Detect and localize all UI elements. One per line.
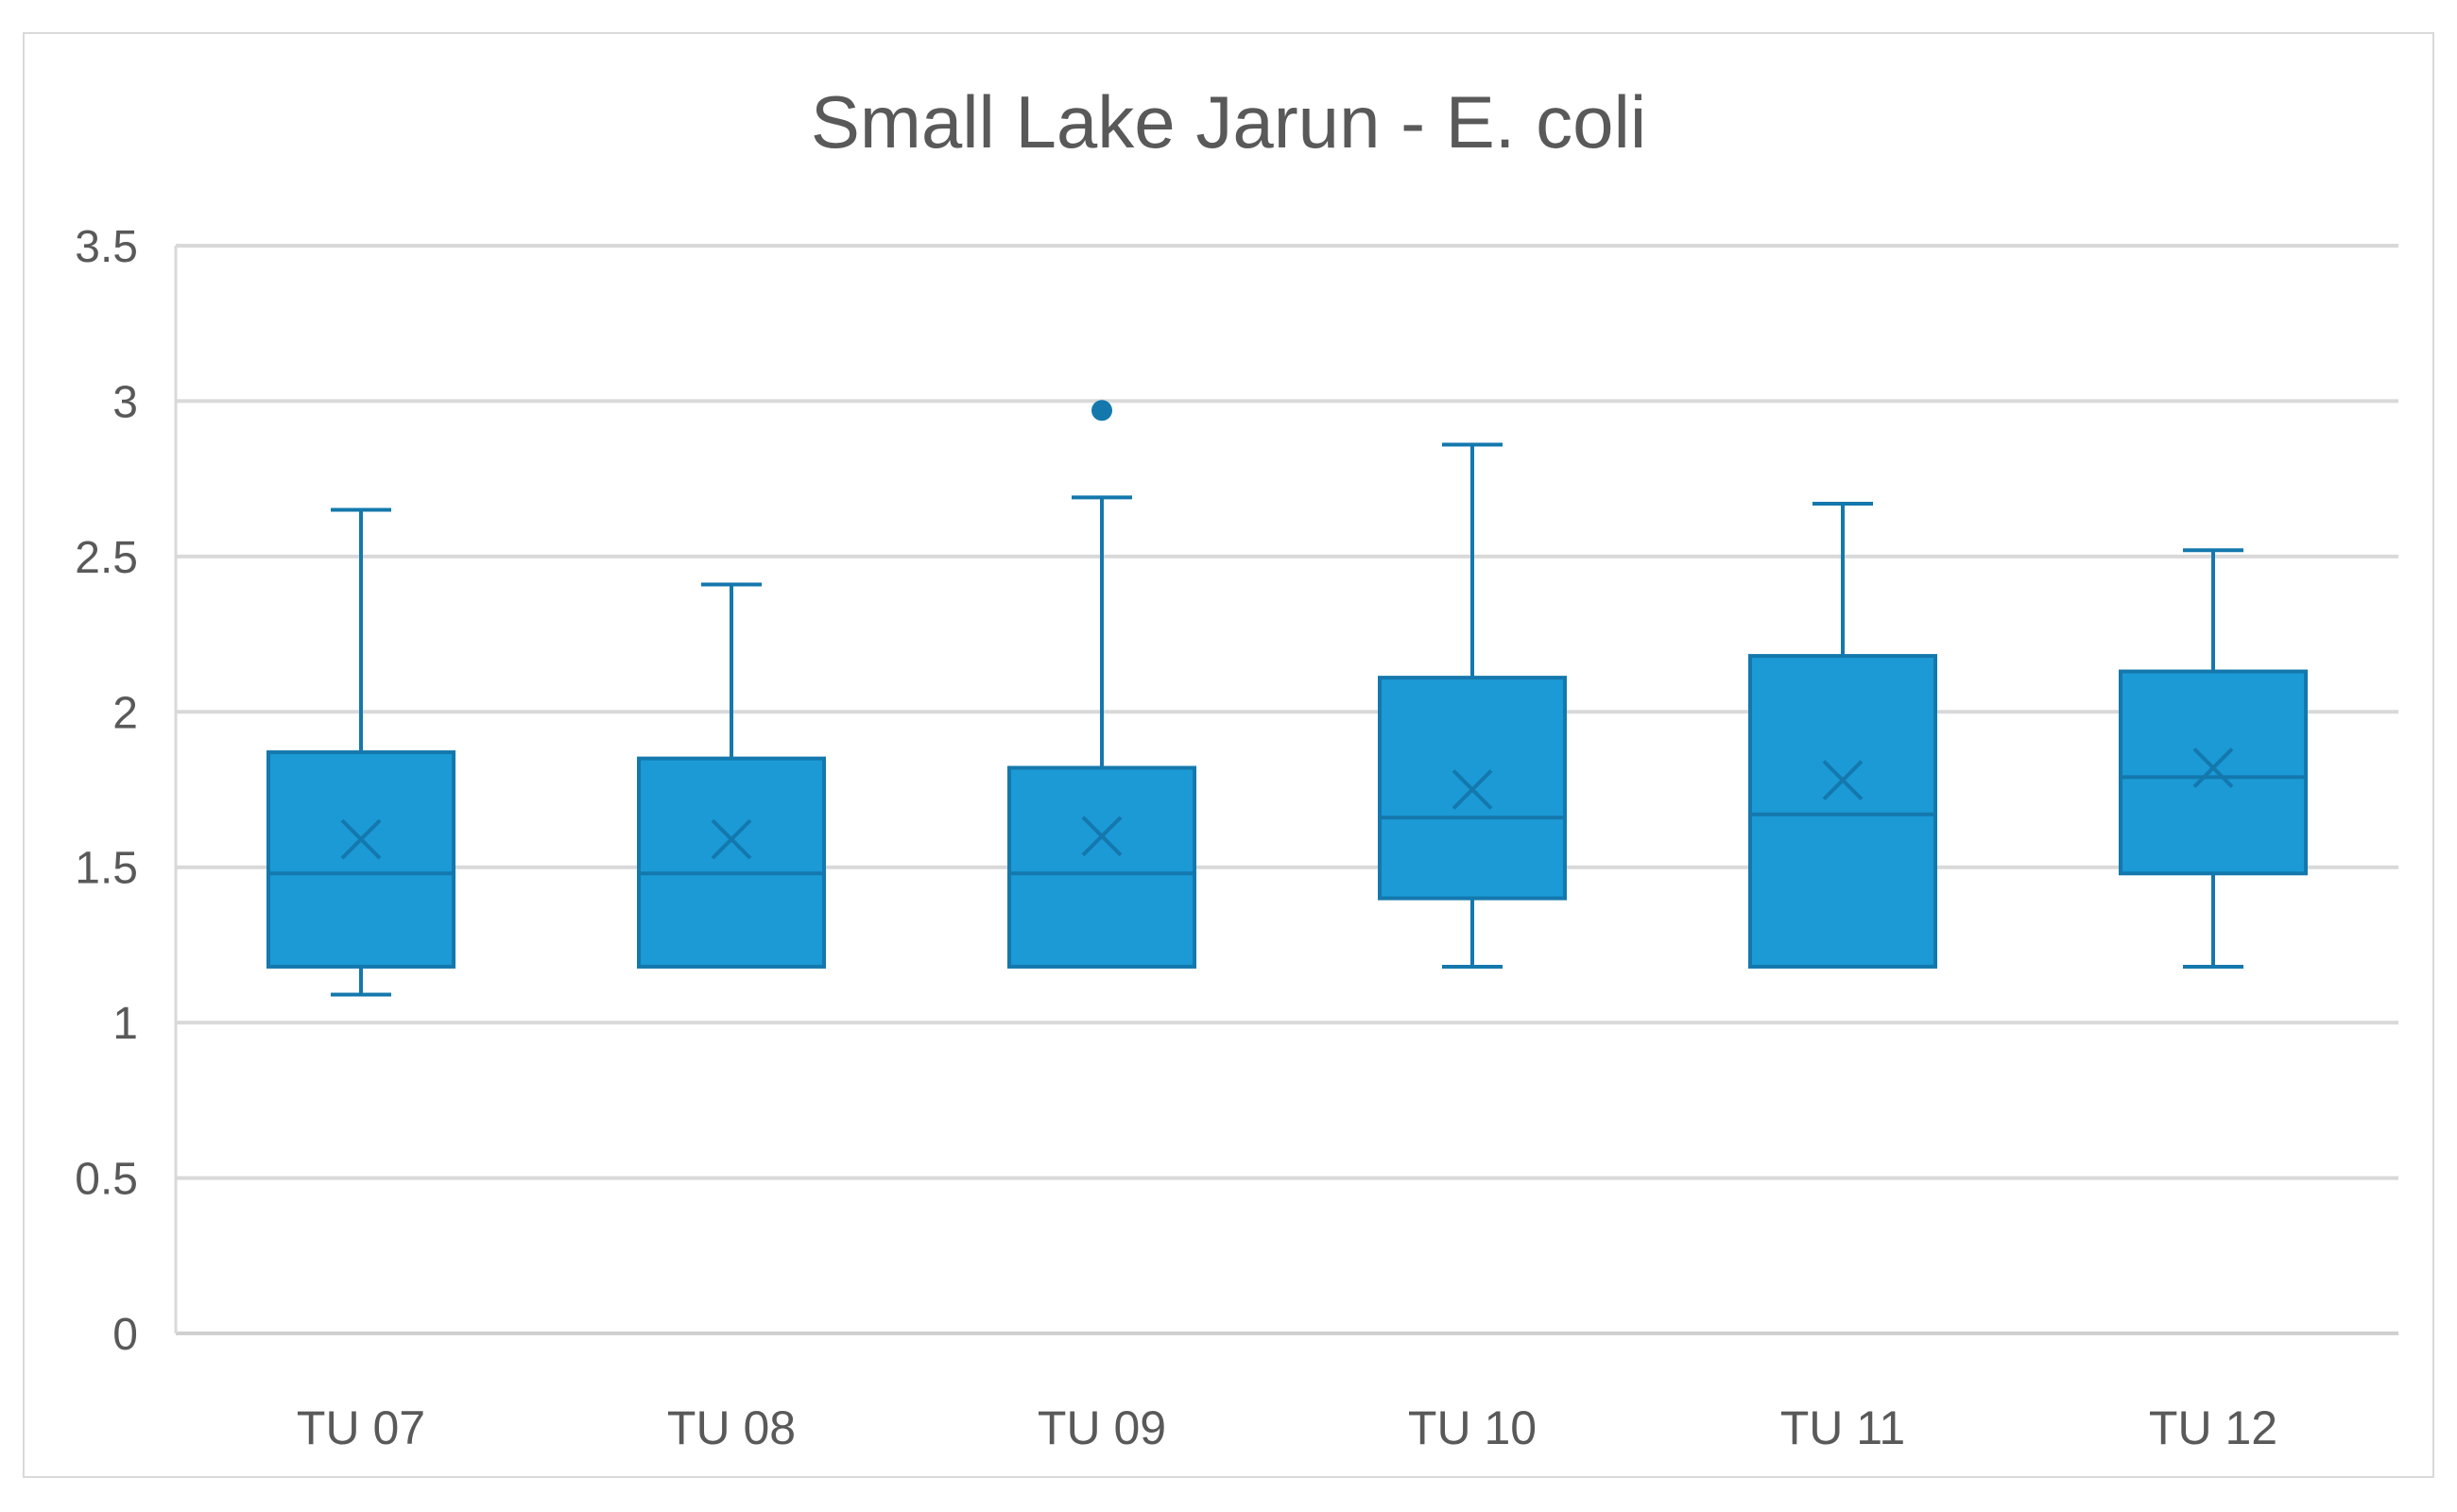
box-series <box>266 400 2308 997</box>
x-tick-label: TU 07 <box>297 1401 425 1454</box>
mean-marker <box>1452 769 1493 810</box>
x-tick-label: TU 09 <box>1038 1401 1166 1454</box>
box-plot-chart: Small Lake Jarun - E. coli 0 0.5 1 1.5 2 2.5 3… <box>75 80 2398 1454</box>
box-group <box>1748 501 1937 969</box>
gridlines <box>174 244 2398 1335</box>
iqr-box <box>1748 654 1937 969</box>
y-tick-label: 1 <box>112 999 138 1049</box>
box-group <box>637 582 826 969</box>
x-tick-label: TU 10 <box>1408 1401 1537 1454</box>
y-tick-label: 1.5 <box>75 844 138 894</box>
y-tick-label: 0.5 <box>75 1155 138 1205</box>
x-tick-label: TU 12 <box>2149 1401 2277 1454</box>
mean-marker <box>2192 747 2234 788</box>
box-group <box>1007 400 1196 969</box>
box-group <box>2119 548 2308 969</box>
iqr-box <box>1007 765 1196 969</box>
mean-marker <box>1081 816 1123 857</box>
y-tick-label: 2.5 <box>75 533 138 583</box>
mean-marker <box>1822 760 1864 801</box>
iqr-box <box>266 750 455 969</box>
chart-frame: Small Lake Jarun - E. coli 0 0.5 1 1.5 2 2.5 3… <box>23 32 2434 1478</box>
y-tick-label: 0 <box>112 1310 138 1360</box>
outlier-point <box>1091 400 1112 421</box>
box-group <box>1378 442 1567 969</box>
x-axis-ticks: TU 07 TU 08 TU 09 TU 10 TU 11 TU 12 <box>297 1401 2277 1454</box>
x-tick-label: TU 08 <box>667 1401 796 1454</box>
chart-title: Small Lake Jarun - E. coli <box>811 80 1646 163</box>
y-tick-label: 3.5 <box>75 222 138 272</box>
iqr-box <box>2119 669 2308 876</box>
mean-marker <box>340 818 382 860</box>
y-tick-label: 3 <box>112 377 138 427</box>
y-tick-label: 2 <box>112 688 138 738</box>
iqr-box <box>637 756 826 969</box>
mean-marker <box>711 818 752 860</box>
x-tick-label: TU 11 <box>1780 1401 1905 1454</box>
y-axis-ticks: 0 0.5 1 1.5 2 2.5 3 3.5 <box>75 222 138 1360</box>
box-group <box>266 507 455 997</box>
